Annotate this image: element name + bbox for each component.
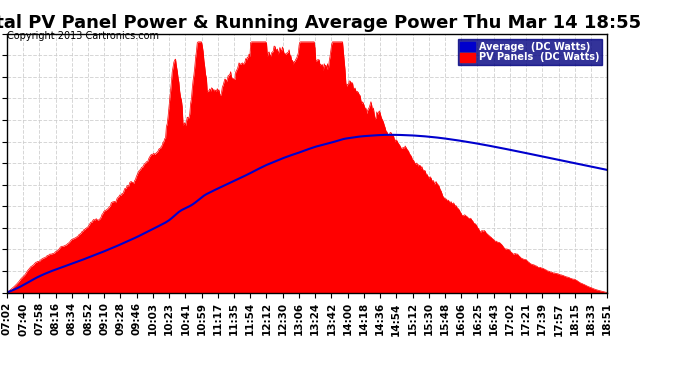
Text: Copyright 2013 Cartronics.com: Copyright 2013 Cartronics.com (7, 32, 159, 41)
Legend: Average  (DC Watts), PV Panels  (DC Watts): Average (DC Watts), PV Panels (DC Watts) (457, 39, 602, 65)
Title: Total PV Panel Power & Running Average Power Thu Mar 14 18:55: Total PV Panel Power & Running Average P… (0, 14, 641, 32)
